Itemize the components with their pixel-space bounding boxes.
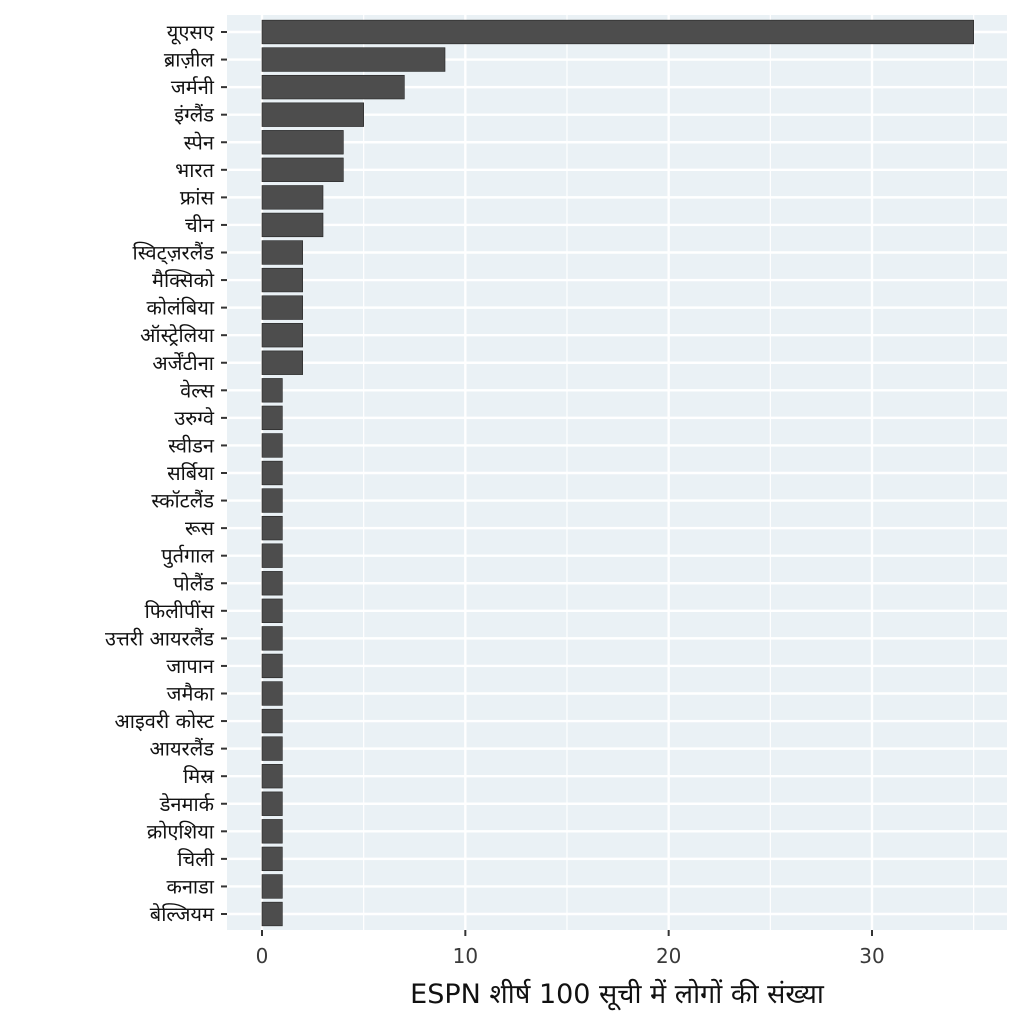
bar [261, 764, 283, 789]
y-tick-label: क्रोएशिया [147, 819, 215, 843]
y-tick-label: जमैका [167, 682, 215, 706]
y-tick-label: यूएसए [167, 20, 215, 45]
y-tick-label: जापान [166, 654, 215, 678]
y-tick-label: कनाडा [166, 874, 214, 898]
y-tick-label: फ्रांस [180, 185, 215, 209]
y-tick-label: मिस्र [183, 764, 214, 788]
y-tick-label: स्पेन [184, 130, 215, 154]
y-tick-label: बेल्जियम [150, 902, 215, 926]
y-tick-label: चिली [177, 847, 214, 871]
bar [261, 571, 283, 596]
bar [261, 130, 344, 155]
y-tick-label: भारत [175, 158, 214, 182]
bar [261, 681, 283, 706]
bar [261, 295, 303, 320]
y-tick-label: स्विट्ज़रलैंड [133, 241, 215, 266]
bar [261, 874, 283, 899]
x-tick-label: 10 [453, 944, 478, 968]
bar [261, 433, 283, 458]
bar [261, 102, 364, 127]
bar [261, 323, 303, 348]
bar [261, 185, 324, 210]
y-tick-label: ब्राज़ील [164, 48, 215, 72]
bar [261, 819, 283, 844]
x-tick-label: 30 [859, 944, 884, 968]
bar [261, 460, 283, 486]
y-tick-label: डेनमार्क [159, 792, 215, 816]
y-tick-label: चीन [185, 213, 215, 237]
bar [261, 736, 283, 761]
y-axis: यूएसए ब्राज़ील जर्मनी इंग्लैंड स्पेन भारत फ्रा… [105, 20, 227, 926]
y-tick-label: पुर्तगाल [161, 544, 214, 569]
x-axis: 0 10 20 30 [256, 930, 885, 968]
bar [261, 626, 283, 651]
bar [261, 47, 446, 72]
y-tick-label: रूस [185, 516, 215, 540]
bar [261, 405, 283, 431]
y-tick-label: पोलैंड [173, 571, 214, 595]
bar [261, 212, 324, 238]
bar [261, 901, 283, 927]
bar [261, 488, 283, 513]
y-tick-label: स्कॉटलैंड [151, 489, 214, 513]
y-tick-label: मैक्सिको [152, 268, 215, 292]
y-tick-label: ऑस्ट्रेलिया [140, 323, 215, 347]
bars [261, 19, 974, 927]
bar [261, 19, 974, 45]
x-axis-title: ESPN शीर्ष 100 सूची में लोगों की संख्या [410, 978, 825, 1011]
y-tick-label: उरुग्वे [174, 406, 215, 430]
y-tick-label: उत्तरी आयरलैंड [105, 626, 214, 650]
bar [261, 240, 303, 265]
y-tick-label: कोलंबिया [147, 296, 215, 320]
bar [261, 708, 283, 734]
bar [261, 653, 283, 679]
bar [261, 543, 283, 568]
y-tick-label: आइवरी कोस्ट [115, 709, 215, 733]
bar [261, 846, 283, 872]
bar [261, 791, 283, 816]
bar [261, 157, 344, 182]
y-tick-label: जर्मनी [171, 75, 215, 99]
x-tick-label: 20 [656, 944, 681, 968]
bar [261, 74, 405, 100]
y-tick-label: फिलीपींस [145, 599, 215, 623]
y-tick-label: स्वीडन [168, 433, 215, 457]
y-tick-label: आयरलैंड [150, 737, 215, 761]
y-tick-label: सर्बिया [167, 461, 215, 485]
y-tick-label: अर्जेंटीना [152, 351, 214, 375]
bar [261, 598, 283, 623]
bar [261, 515, 283, 541]
bar [261, 378, 283, 403]
y-tick-label: इंग्लैंड [174, 103, 214, 127]
bar [261, 350, 303, 375]
bar [261, 267, 303, 293]
x-tick-label: 0 [256, 944, 269, 968]
y-tick-label: वेल्स [180, 378, 214, 402]
